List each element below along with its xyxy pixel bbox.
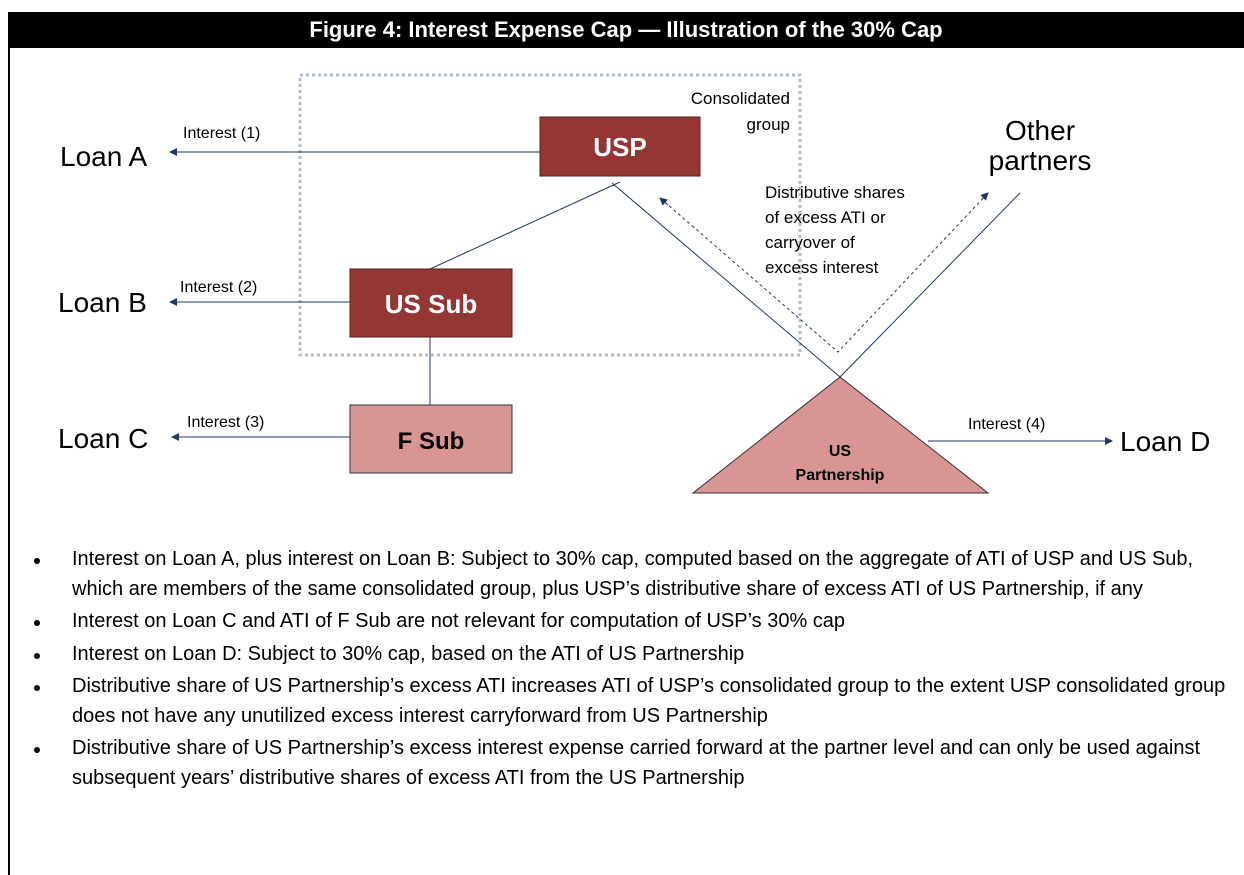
node-label: US Sub [385,289,477,319]
node-box [349,404,513,474]
node-label: USP [593,132,646,162]
loan-label: Loan C [58,423,148,454]
node-triangle [691,376,990,494]
border [8,12,10,875]
node-label: F Sub [398,428,465,455]
node-label: US [829,443,852,460]
loan-label: Loan A [60,141,148,172]
node-box [539,116,701,177]
flow-label: of excess ATI or [765,208,886,227]
edge-label: Interest (2) [180,279,257,296]
group-label: group [747,115,790,134]
edge-label: Interest (4) [968,416,1045,433]
node-label: Partnership [796,467,885,484]
bullet: Interest on Loan C and ATI of F Sub are … [32,607,1232,637]
loan-label: Loan D [1120,426,1210,457]
partners-label: Other [1005,115,1075,146]
flow-label: carryover of [765,233,855,252]
bullet: Interest on Loan A, plus interest on Loa… [32,545,1232,604]
flow-label: excess interest [765,258,879,277]
group-label: Consolidated [691,89,790,108]
bullet: Distributive share of US Partnership’s e… [32,734,1232,793]
node-box [349,268,513,338]
bullet: Interest on Loan D: Subject to 30% cap, … [32,640,1232,670]
partners-label: partners [989,145,1092,176]
diagram: Consolidated group USP US Sub F Sub US P… [58,73,1210,494]
edge-label: Interest (1) [183,125,260,142]
title: Figure 4: Interest Expense Cap — Illustr… [8,12,1244,48]
bullet-list: Interest on Loan A, plus interest on Loa… [32,545,1232,796]
flow-label: Distributive shares [765,183,905,202]
loan-label: Loan B [58,287,147,318]
edge-label: Interest (3) [187,414,264,431]
bullet: Distributive share of US Partnership’s e… [32,672,1232,731]
